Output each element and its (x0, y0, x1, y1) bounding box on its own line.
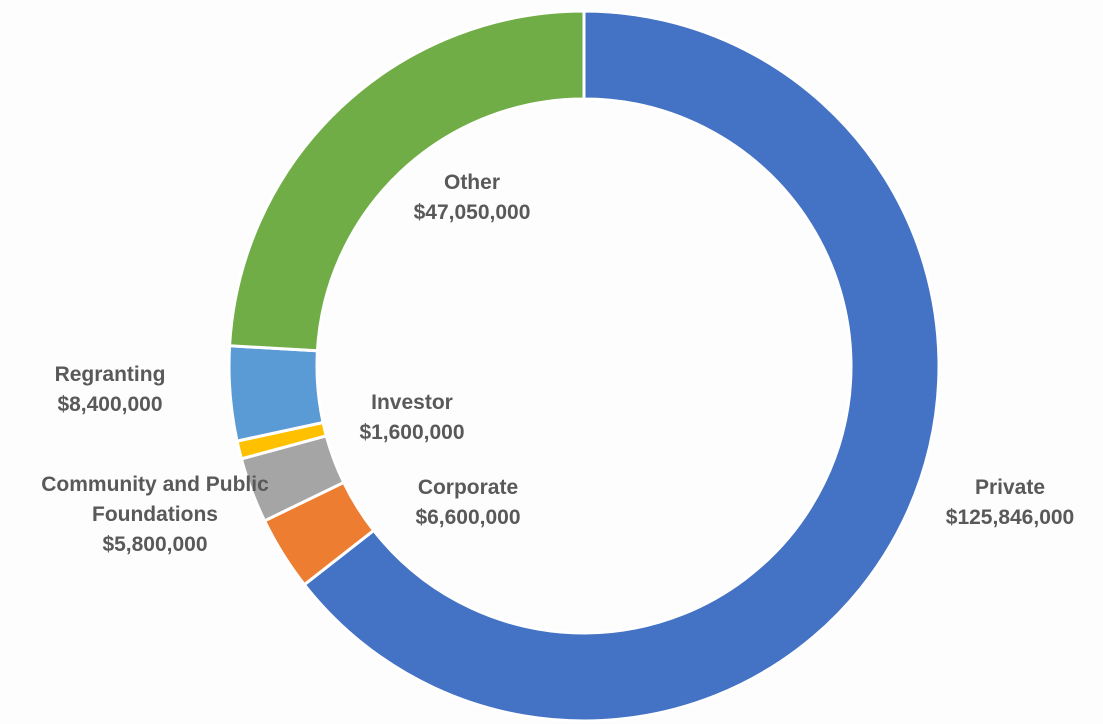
data-label: Community and Public Foundations $5,800,0… (5, 470, 305, 560)
slice-name: Community and Public Foundations (41, 473, 269, 526)
data-label: Corporate $6,600,000 (368, 473, 568, 533)
slice-value: $125,846,000 (945, 506, 1075, 529)
slice-name: Investor (371, 391, 453, 414)
slice-name: Regranting (54, 363, 166, 386)
slice-value: $1,600,000 (359, 421, 465, 444)
slice-name: Other (443, 171, 500, 194)
data-label: Regranting $8,400,000 (10, 360, 210, 420)
donut-slice (227, 9, 586, 353)
donut-slice (302, 9, 941, 723)
slice-value: $6,600,000 (415, 506, 521, 529)
slice-value: $47,050,000 (413, 201, 531, 224)
slice-value: $8,400,000 (57, 393, 163, 416)
donut-slice (227, 344, 325, 443)
data-label: Private $125,846,000 (910, 473, 1103, 533)
data-label: Other $47,050,000 (372, 168, 572, 228)
slice-value: $5,800,000 (102, 533, 208, 556)
slice-name: Private (974, 476, 1046, 499)
slice-name: Corporate (417, 476, 519, 499)
data-label: Investor $1,600,000 (312, 388, 512, 448)
